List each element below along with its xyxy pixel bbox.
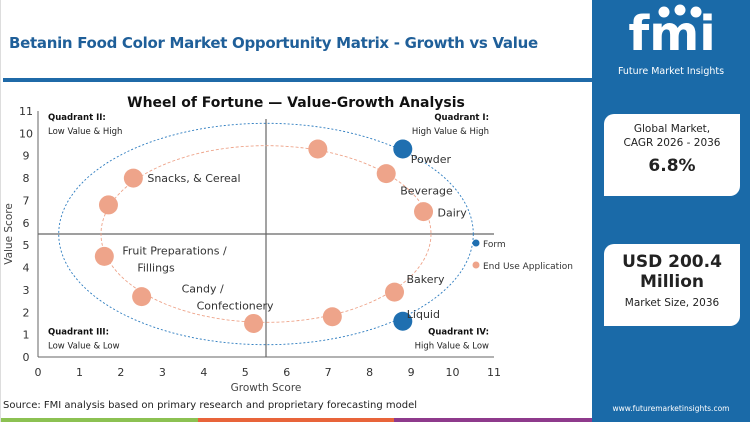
market-size-label: Market Size, 2036 [624,297,720,309]
x-tick-label: 1 [76,366,83,379]
legend-end-use-marker [472,261,480,269]
quadrant-name: Quadrant IV: [428,328,489,338]
point-label: Candy / [182,283,224,296]
end-use-point [94,246,114,266]
logo-subtitle: Future Market Insights [617,66,725,77]
quadrant-name: Quadrant II: [48,113,106,123]
page-title: Betanin Food Color Market Opportunity Ma… [9,34,538,52]
x-tick-label: 11 [487,366,501,379]
x-tick-label: 4 [200,366,207,379]
end-use-point [322,307,342,327]
stripe-purple [394,418,593,422]
y-tick-label: 10 [19,127,33,140]
quadrant-name: Quadrant I: [434,113,489,123]
opportunity-matrix-chart: Wheel of Fortune — Value-Growth Analysis… [3,95,573,393]
end-use-point [98,195,118,215]
cagr-label-2: CAGR 2026 - 2036 [623,137,721,149]
point-label: Fillings [137,261,175,274]
point-label: Powder [411,153,452,166]
y-axis-label: Value Score [3,203,15,265]
inner-ring [100,145,432,323]
legend-form-marker [472,239,480,247]
point-label: Confectionery [197,300,274,313]
legend-end-use-label: End Use Application [483,262,573,272]
end-use-point [308,139,328,159]
point-label: Fruit Preparations / [122,244,227,257]
y-tick-label: 1 [23,329,30,342]
point-label: Beverage [400,185,453,198]
x-tick-label: 10 [446,366,460,379]
x-tick-label: 5 [242,366,249,379]
x-tick-label: 3 [159,366,166,379]
outer-ring [58,122,474,346]
cagr-card: Global Market, CAGR 2026 - 2036 6.8% [604,114,740,196]
svg-text:fmi: fmi [628,6,715,60]
legend-form-label: Form [483,240,506,250]
cagr-value: 6.8% [648,156,696,176]
x-tick-label: 6 [283,366,290,379]
point-label: Bakery [407,273,446,286]
y-tick-label: 5 [23,239,30,252]
end-use-point [123,168,143,188]
form-point [393,139,413,159]
y-tick-label: 0 [23,351,30,364]
y-tick-label: 3 [23,284,30,297]
point-label: Snacks, & Cereal [147,172,240,185]
title-divider [3,78,593,82]
end-use-point [414,202,434,222]
quadrant-name: Quadrant III: [48,328,109,338]
market-size-card: USD 200.4 Million Market Size, 2036 [604,244,740,326]
end-use-point [385,282,405,302]
x-axis-label: Growth Score [231,382,302,393]
source-note: Source: FMI analysis based on primary re… [3,400,418,411]
fmi-logo: fmi [628,4,716,60]
y-tick-label: 8 [23,172,30,185]
form-point [393,311,413,331]
main-panel: Betanin Food Color Market Opportunity Ma… [0,0,593,422]
x-tick-label: 0 [35,366,42,379]
website-link[interactable]: www.futuremarketinsights.com [612,404,730,413]
stripe-green [1,418,198,422]
end-use-point [376,164,396,184]
x-tick-label: 7 [325,366,332,379]
quadrant-desc: Low Value & Low [48,342,120,352]
end-use-point [132,287,152,307]
quadrant-desc: Low Value & High [48,127,122,137]
quadrant-desc: High Value & High [412,127,489,137]
y-tick-label: 4 [23,262,30,275]
x-tick-label: 8 [366,366,373,379]
x-tick-label: 9 [408,366,415,379]
point-label: Liquid [407,308,440,321]
cagr-label-1: Global Market, [633,123,711,135]
quadrant-desc: High Value & Low [415,342,489,352]
y-tick-label: 9 [23,150,30,163]
chart-title: Wheel of Fortune — Value-Growth Analysis [127,95,465,111]
sidebar: fmi Future Market Insights Global Market… [592,0,750,422]
y-tick-label: 11 [19,105,33,118]
y-tick-label: 6 [23,217,30,230]
y-tick-label: 7 [23,194,30,207]
stripe-orange [198,418,394,422]
market-size-value-2: Million [639,272,704,292]
end-use-point [244,313,264,333]
y-tick-label: 2 [23,306,30,319]
market-size-value-1: USD 200.4 [622,252,722,272]
point-label: Dairy [438,207,468,220]
x-tick-label: 2 [117,366,124,379]
